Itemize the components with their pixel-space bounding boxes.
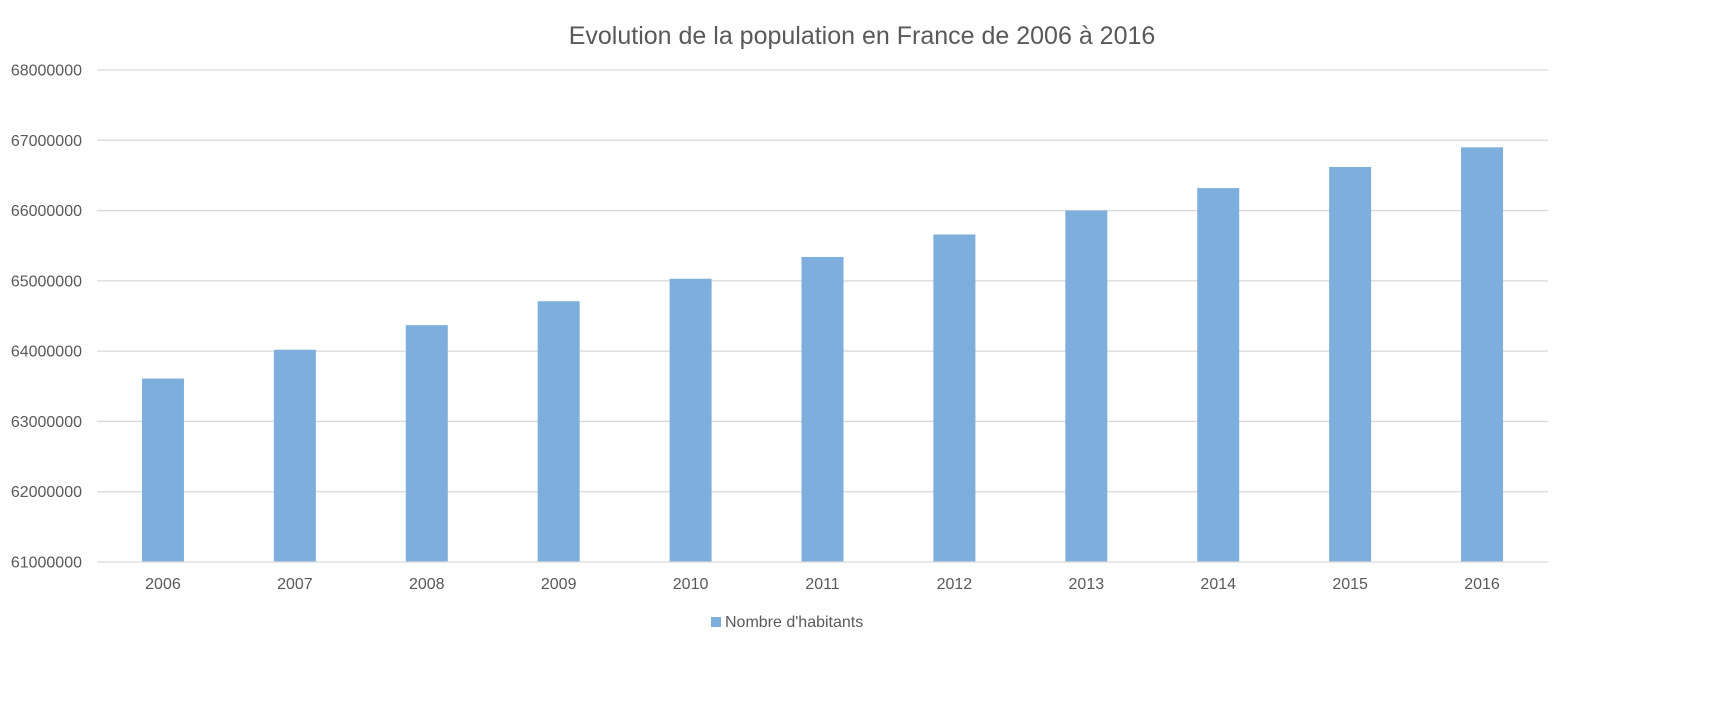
legend-swatch — [711, 617, 721, 627]
x-tick-label: 2007 — [277, 576, 313, 593]
bar-2011 — [801, 256, 844, 562]
y-tick-label: 67000000 — [11, 133, 82, 150]
y-tick-label: 65000000 — [11, 273, 82, 290]
bar-2016 — [1461, 147, 1504, 563]
x-tick-label: 2012 — [937, 576, 973, 593]
x-tick-label: 2014 — [1200, 576, 1236, 593]
x-tick-label: 2010 — [673, 576, 709, 593]
legend-label: Nombre d'habitants — [725, 614, 863, 631]
x-tick-label: 2009 — [541, 576, 577, 593]
chart-title: Evolution de la population en France de … — [569, 22, 1156, 50]
bar-2006 — [141, 378, 184, 562]
x-tick-label: 2015 — [1332, 576, 1368, 593]
y-axis-ticks: 61000000 62000000 63000000 64000000 65000000… — [11, 63, 82, 572]
bar-2012 — [933, 234, 976, 562]
x-tick-label: 2016 — [1464, 576, 1500, 593]
y-tick-label: 61000000 — [11, 555, 82, 572]
x-axis-ticks: 2006 2007 2008 2009 2010 2011 2012 2013 2014 2015… — [145, 576, 1500, 593]
bar-2007 — [273, 349, 316, 562]
bar-2013 — [1065, 210, 1108, 563]
x-tick-label: 2011 — [805, 576, 840, 593]
legend: Nombre d'habitants — [711, 614, 863, 631]
bar-2009 — [537, 301, 580, 562]
bar-2014 — [1197, 188, 1240, 562]
bar-2010 — [669, 278, 712, 562]
bars — [141, 147, 1504, 563]
x-tick-label: 2006 — [145, 576, 181, 593]
y-tick-label: 63000000 — [11, 414, 82, 431]
y-tick-label: 64000000 — [11, 344, 82, 361]
y-tick-label: 66000000 — [11, 203, 82, 220]
y-tick-label: 68000000 — [11, 63, 82, 80]
bar-2008 — [405, 325, 448, 562]
bar-2015 — [1329, 166, 1372, 562]
x-tick-label: 2008 — [409, 576, 445, 593]
y-tick-label: 62000000 — [11, 484, 82, 501]
x-tick-label: 2013 — [1069, 576, 1105, 593]
